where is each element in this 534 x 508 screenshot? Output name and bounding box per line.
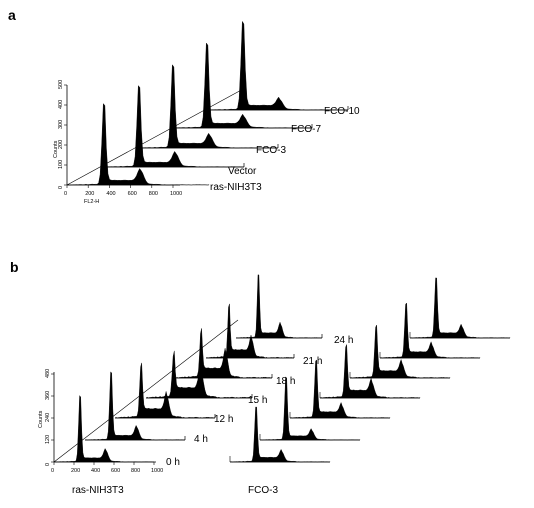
panel-a-y-label: Counts (53, 140, 59, 158)
panel-b-y-tick-0: 0 (45, 463, 51, 466)
panel-a-x-tick-800: 800 (149, 191, 158, 197)
panel-b-fco3-traces (229, 277, 511, 463)
panel-b-ras-trace-18-h (175, 328, 273, 379)
panel-b-x-tick-600: 600 (111, 468, 120, 474)
panel-b-x-tick-0: 0 (51, 468, 54, 474)
trace-label-fco-10: FCO-10 (324, 106, 360, 117)
trace-label-vector: Vector (228, 166, 257, 177)
panel-b-ras-trace-21-h (205, 303, 295, 359)
panel-a-x-tick-1000: 1000 (170, 191, 182, 197)
panel-a-axes: Counts FL2-H (53, 85, 180, 205)
group-label-fco-3: FCO-3 (248, 485, 278, 496)
panel-b-ras-trace-24-h (235, 274, 323, 339)
time-label-12h: 12 h (214, 414, 233, 425)
panel-b-ras-trace-4-h (84, 371, 186, 441)
panel-b-x-tick-200: 200 (71, 468, 80, 474)
panel-b-y-tick-480: 480 (45, 369, 51, 378)
time-label-21h: 21 h (303, 356, 322, 367)
panel-b-x-tick-400: 400 (91, 468, 100, 474)
panel-a-y-tick-0: 0 (58, 186, 64, 189)
panel-b-fco3-trace-21-h (379, 302, 481, 359)
panel-a-y-tick-500: 500 (58, 80, 64, 89)
panel-b-y-label: Counts (38, 410, 44, 428)
panel-b-y-tick-360: 360 (45, 391, 51, 400)
panel-a-x-tick-600: 600 (128, 191, 137, 197)
time-label-18h: 18 h (276, 376, 295, 387)
panel-a-y-tick-200: 200 (58, 140, 64, 149)
panel-a-trace-ras-nih3t3 (66, 103, 210, 186)
time-label-24h: 24 h (334, 335, 353, 346)
panel-a-x-tick-200: 200 (85, 191, 94, 197)
trace-label-fco-3: FCO-3 (256, 145, 286, 156)
time-label-15h: 15 h (248, 395, 267, 406)
panel-a-diagonal (66, 87, 246, 186)
panel-label-b: b (10, 259, 19, 275)
panel-a-trace-fco-10 (205, 20, 349, 111)
panel-a-ticks: 0 200 400 600 800 1000 0 100 200 300 400 500 (58, 80, 182, 197)
panel-b-ras-trace-0-h (53, 395, 155, 463)
trace-label-fco-7: FCO-7 (291, 124, 321, 135)
panel-a-y-tick-400: 400 (58, 100, 64, 109)
panel-b-x-tick-1000: 1000 (151, 468, 163, 474)
panel-a-y-tick-300: 300 (58, 120, 64, 129)
panel-b-ras-trace-12-h (114, 362, 216, 419)
panel-b-x-tick-800: 800 (131, 468, 140, 474)
panel-a-x-tick-400: 400 (106, 191, 115, 197)
panel-b-ticks: 0 200 400 600 800 1000 0 120 240 360 480 (45, 369, 163, 474)
panel-label-a: a (8, 7, 16, 23)
panel-a-x-label: FL2-H (84, 199, 99, 205)
panel-b-ras-traces (53, 274, 323, 463)
panel-b-diagonal (53, 319, 239, 463)
panel-a-x-tick-0: 0 (64, 191, 67, 197)
panel-a-traces (66, 20, 349, 186)
panel-b-y-tick-120: 120 (45, 435, 51, 444)
time-label-0h: 0 h (166, 457, 180, 468)
panel-a-y-tick-100: 100 (58, 160, 64, 169)
time-label-4h: 4 h (194, 434, 208, 445)
panel-b-fco3-trace-24-h (409, 277, 511, 339)
trace-label-ras-nih3t3: ras-NIH3T3 (210, 182, 262, 193)
group-label-ras-nih3t3: ras-NIH3T3 (72, 485, 124, 496)
panel-b-y-tick-240: 240 (45, 413, 51, 422)
